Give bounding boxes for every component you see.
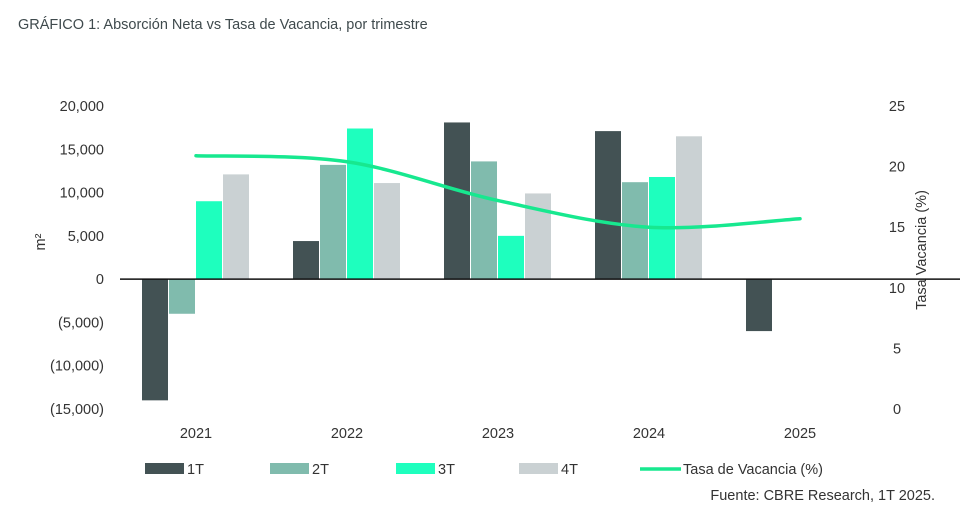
- y-axis-label: m²: [33, 233, 49, 250]
- y-tick-label: 15,000: [60, 142, 104, 158]
- y2-tick-label: 15: [889, 220, 905, 236]
- bar-2T-2024: [622, 182, 648, 280]
- bar-3T-2022: [347, 128, 373, 280]
- legend-label: 1T: [187, 462, 204, 478]
- bar-1T-2023: [444, 122, 470, 280]
- legend-swatch-3T: [396, 463, 435, 474]
- bar-1T-2022: [293, 241, 319, 280]
- bar-2T-2023: [471, 161, 497, 280]
- bar-2T-2021: [169, 279, 195, 314]
- line-vacancy-rate: [194, 153, 802, 230]
- x-tick-label: 2023: [482, 426, 514, 442]
- y2-tick-label: 10: [889, 281, 905, 297]
- y2-tick-label: 20: [889, 160, 905, 176]
- bar-4T-2021: [223, 174, 249, 280]
- y2-axis-label: Tasa Vacancia (%): [914, 190, 930, 310]
- y2-tick-label: 25: [889, 99, 905, 115]
- bar-1T-2025: [746, 279, 772, 332]
- chart-title: GRÁFICO 1: Absorción Neta vs Tasa de Vac…: [18, 17, 428, 33]
- y2-tick-label: 5: [893, 341, 901, 357]
- bar-3T-2023: [498, 235, 524, 280]
- legend-label: 2T: [312, 462, 329, 478]
- y-tick-label: 20,000: [60, 99, 104, 115]
- legend-swatch-2T: [270, 463, 309, 474]
- y-tick-label: (5,000): [58, 315, 104, 331]
- legend-swatch-1T: [145, 463, 184, 474]
- y-tick-label: (10,000): [50, 359, 104, 375]
- bar-4T-2022: [374, 183, 400, 280]
- x-tick-label: 2022: [331, 426, 363, 442]
- y-tick-label: 0: [96, 272, 104, 288]
- legend-label: 3T: [438, 462, 455, 478]
- legend-label: 4T: [561, 462, 578, 478]
- bar-1T-2024: [595, 131, 621, 280]
- bar-3T-2021: [196, 201, 222, 280]
- chart-source: Fuente: CBRE Research, 1T 2025.: [710, 488, 935, 504]
- bar-2T-2022: [320, 164, 346, 280]
- legend-label: Tasa de Vacancia (%): [683, 462, 823, 478]
- x-tick-label: 2025: [784, 426, 816, 442]
- y2-tick-label: 0: [893, 402, 901, 418]
- bar-1T-2021: [142, 279, 168, 401]
- y-tick-label: 5,000: [68, 229, 104, 245]
- x-tick-label: 2024: [633, 426, 665, 442]
- bar-4T-2024: [676, 136, 702, 280]
- y-tick-label: 10,000: [60, 186, 104, 202]
- x-tick-label: 2021: [180, 426, 212, 442]
- y-tick-label: (15,000): [50, 402, 104, 418]
- legend-swatch-4T: [519, 463, 558, 474]
